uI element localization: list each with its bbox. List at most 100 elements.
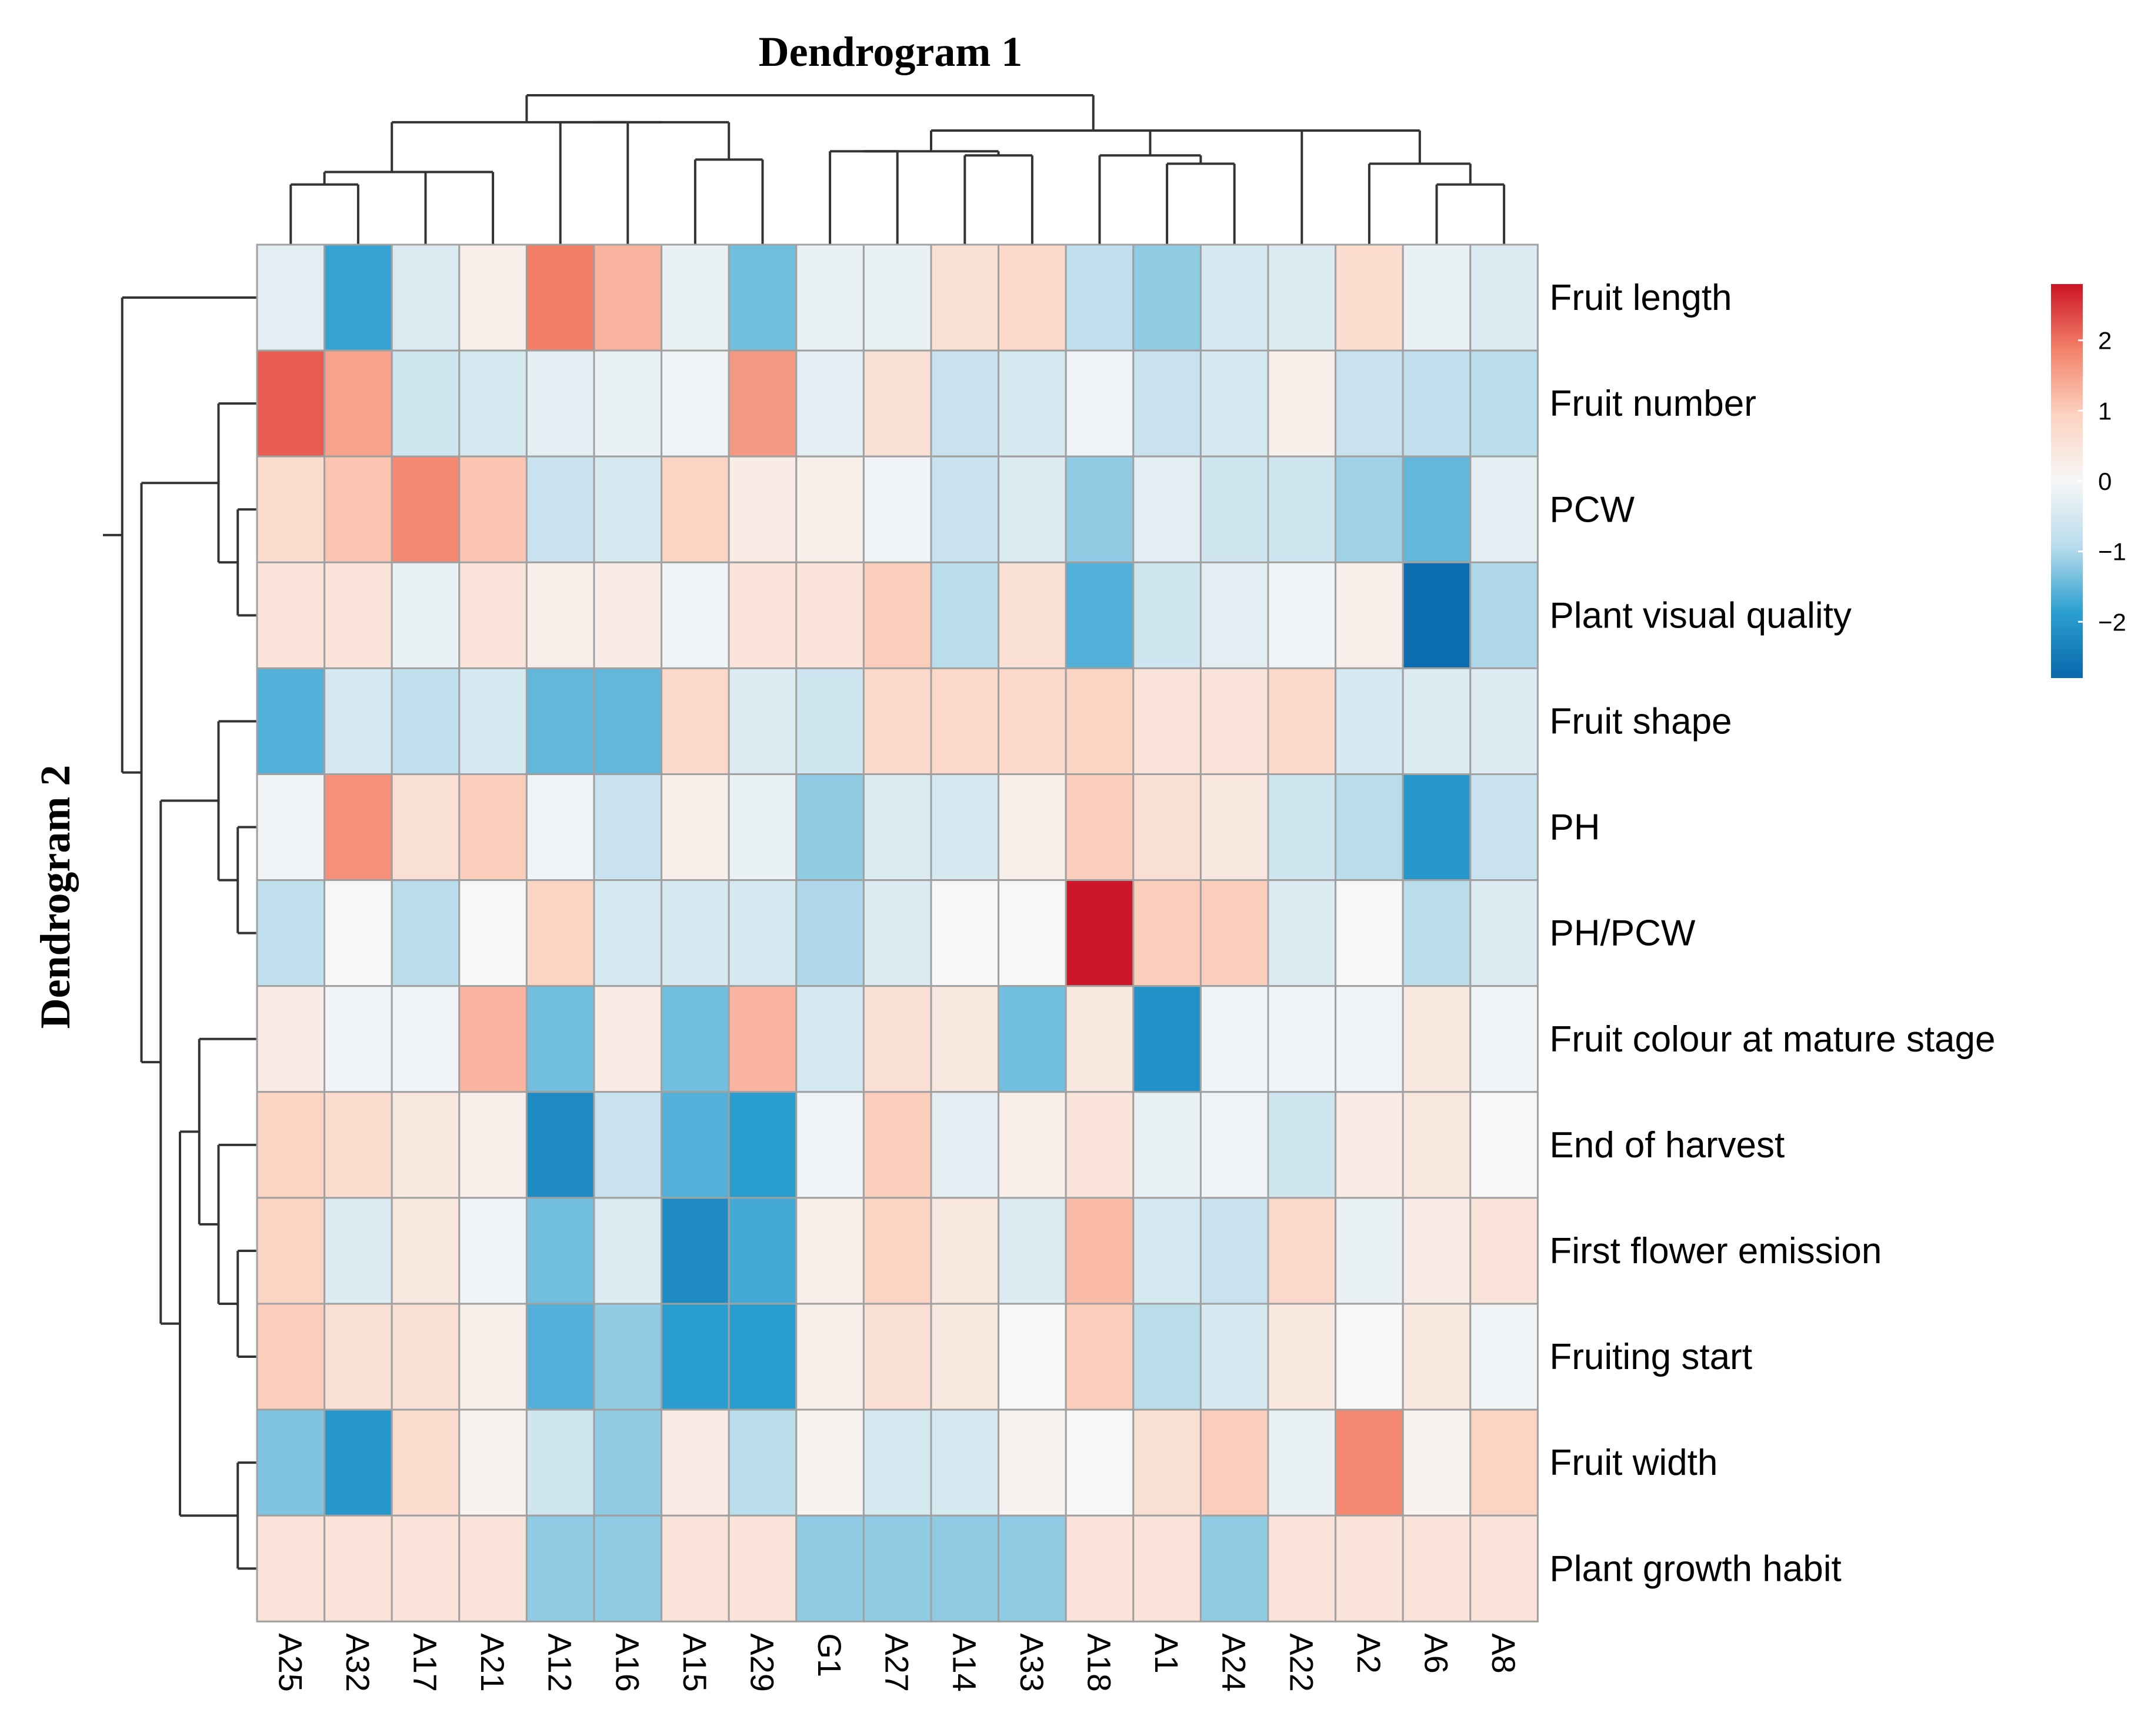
heatmap-cell [862, 561, 932, 669]
heatmap-cell [1267, 561, 1337, 669]
heatmap-cell [593, 1303, 663, 1411]
heatmap-cell [1402, 1408, 1472, 1517]
heatmap-cell [1335, 1408, 1404, 1517]
heatmap-cell [998, 561, 1067, 669]
heatmap-cell [593, 455, 663, 563]
heatmap-cell [795, 985, 865, 1093]
heatmap-cell [661, 1091, 730, 1199]
heatmap-cell [1267, 1408, 1337, 1517]
heatmap-cell [862, 1408, 932, 1517]
heatmap-cell [930, 243, 1000, 352]
column-labels: A25 A32 A17 A21 A12 A16 A15 A29 G1 A27 A14 A33 A18 A1… [272, 1633, 1522, 1692]
heatmap-cell [862, 773, 932, 882]
heatmap-cell [1402, 1091, 1472, 1199]
column-dendrogram [289, 94, 1506, 245]
heatmap-cell [525, 773, 595, 882]
row-dendrogram-title: Dendrogram 2 [32, 765, 79, 1029]
heatmap-cell [324, 1303, 393, 1411]
heatmap-cell [728, 1197, 798, 1305]
heatmap-cell [728, 1408, 798, 1517]
heatmap-cell [324, 1091, 393, 1199]
heatmap-cell [1469, 1514, 1539, 1623]
heatmap-cell [525, 455, 595, 563]
heatmap-cell [593, 1197, 663, 1305]
heatmap-cell [795, 1408, 865, 1517]
column-label: A15 [676, 1633, 713, 1692]
heatmap-cell [525, 1197, 595, 1305]
heatmap-cell [1199, 1091, 1269, 1199]
heatmap-cell [795, 667, 865, 776]
heatmap-cell [1402, 455, 1472, 563]
heatmap-cell [795, 1514, 865, 1623]
heatmap-cell [1065, 349, 1135, 458]
color-legend-tick: 0 [2098, 468, 2112, 495]
heatmap-cell [862, 1091, 932, 1199]
heatmap-cell [391, 667, 461, 776]
heatmap-cell [661, 349, 730, 458]
heatmap-cell [1402, 985, 1472, 1093]
heatmap-cell [391, 243, 461, 352]
color-legend-tick: 2 [2098, 327, 2112, 355]
heatmap-cell [1402, 1197, 1472, 1305]
heatmap-cell [998, 349, 1067, 458]
heatmap-cell [1132, 1408, 1202, 1517]
heatmap-cell [1402, 667, 1472, 776]
heatmap-cell [1199, 243, 1269, 352]
heatmap-cell [728, 1514, 798, 1623]
heatmap-cell [1065, 773, 1135, 882]
heatmap-cell [1267, 667, 1337, 776]
column-label: A24 [1216, 1633, 1253, 1692]
heatmap-cell [1335, 243, 1404, 352]
heatmap-cell [1267, 985, 1337, 1093]
heatmap-cell [1132, 349, 1202, 458]
heatmap-cell [862, 879, 932, 987]
heatmap-cell [1199, 1197, 1269, 1305]
heatmap-cell [391, 1197, 461, 1305]
column-label: A29 [744, 1633, 781, 1692]
heatmap-cell [256, 773, 326, 882]
heatmap-cell [458, 1091, 528, 1199]
heatmap-cell [1065, 1197, 1135, 1305]
heatmap-cell [458, 561, 528, 669]
heatmap-cell [1267, 773, 1337, 882]
heatmap-cell [998, 1514, 1067, 1623]
heatmap-cell [1199, 455, 1269, 563]
heatmap-cell [862, 985, 932, 1093]
row-label: First flower emission [1549, 1231, 1882, 1271]
heatmap-cell [458, 985, 528, 1093]
heatmap-cell [728, 561, 798, 669]
heatmap-cell [1335, 667, 1404, 776]
heatmap-cell [256, 455, 326, 563]
heatmap-cell [324, 455, 393, 563]
heatmap-cell [795, 243, 865, 352]
heatmap-cell [1402, 879, 1472, 987]
heatmap-cell [391, 1514, 461, 1623]
heatmap-cell [324, 349, 393, 458]
heatmap-cell [1469, 349, 1539, 458]
heatmap-cell [1132, 455, 1202, 563]
heatmap-cell [661, 879, 730, 987]
heatmap-cell [998, 1303, 1067, 1411]
heatmap-cell [1132, 667, 1202, 776]
heatmap-cell [593, 349, 663, 458]
heatmap-cell [1065, 1514, 1135, 1623]
heatmap-cell [525, 1091, 595, 1199]
heatmap-cell [458, 243, 528, 352]
row-label: Plant growth habit [1549, 1548, 1841, 1589]
heatmap-cell [391, 773, 461, 882]
heatmap-cell [1335, 455, 1404, 563]
column-label: A21 [474, 1633, 511, 1692]
heatmap-cell [661, 455, 730, 563]
heatmap-cell [593, 1408, 663, 1517]
heatmap-cell [593, 243, 663, 352]
heatmap-cell [930, 985, 1000, 1093]
heatmap-cell [1065, 455, 1135, 563]
heatmap-cell [1469, 243, 1539, 352]
column-label: A25 [272, 1633, 309, 1692]
row-label: Fruit width [1549, 1443, 1718, 1483]
heatmap-cell [1469, 667, 1539, 776]
heatmap-cell [930, 1197, 1000, 1305]
heatmap-cell [1199, 1303, 1269, 1411]
heatmap-cell [1267, 1514, 1337, 1623]
